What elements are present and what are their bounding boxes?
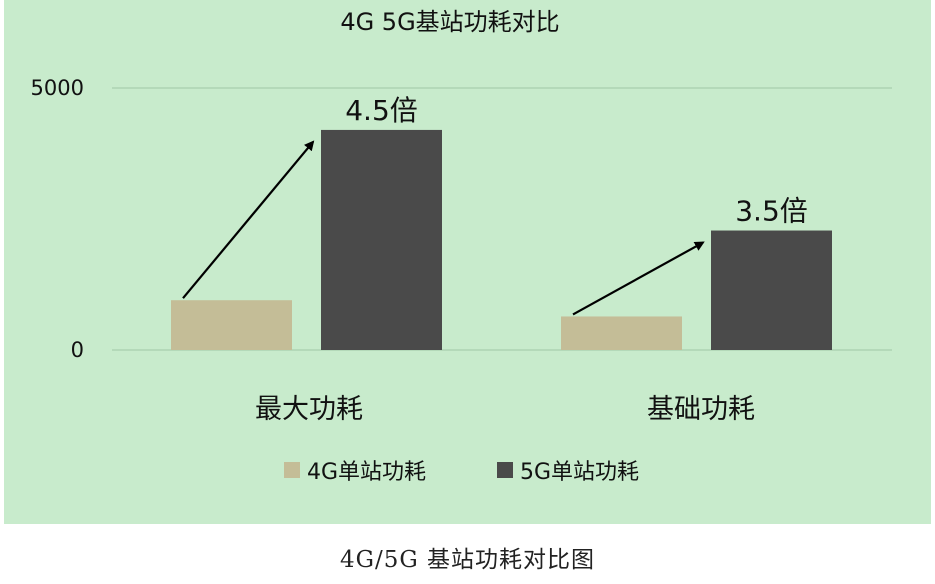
legend: 4G单站功耗 5G单站功耗	[284, 460, 639, 485]
bar-5g-0	[321, 129, 442, 350]
bar-4g-0	[171, 300, 292, 350]
y-tick-label-zero: 0	[71, 338, 84, 362]
chart-panel: 4G 5G基站功耗对比 5000 0 最大功耗 基础功耗 4G单站功耗 5G单站…	[4, 0, 931, 524]
legend-label-5g: 5G单站功耗	[520, 460, 639, 485]
bar-chart: 4G 5G基站功耗对比 5000 0 最大功耗 基础功耗 4G单站功耗 5G单站…	[31, 8, 892, 485]
figure-caption: 4G/5G 基站功耗对比图	[339, 547, 596, 573]
y-tick-label-max: 5000	[31, 76, 84, 100]
legend-swatch-4g	[284, 462, 300, 478]
bars-layer	[171, 129, 832, 350]
growth-arrows	[182, 140, 705, 316]
legend-label-4g: 4G单站功耗	[307, 460, 426, 485]
chart-title: 4G 5G基站功耗对比	[340, 8, 559, 36]
growth-arrow-0	[182, 140, 315, 299]
bar-4g-1	[561, 316, 682, 350]
category-label-max-power: 最大功耗	[255, 394, 363, 425]
category-label-base-power: 基础功耗	[647, 394, 755, 425]
bar-5g-1	[711, 230, 832, 350]
annotation-ratio-0: 4.5倍	[345, 94, 418, 127]
annotation-ratio-1: 3.5倍	[735, 195, 808, 228]
growth-arrow-1	[572, 241, 705, 316]
legend-swatch-5g	[497, 462, 513, 478]
